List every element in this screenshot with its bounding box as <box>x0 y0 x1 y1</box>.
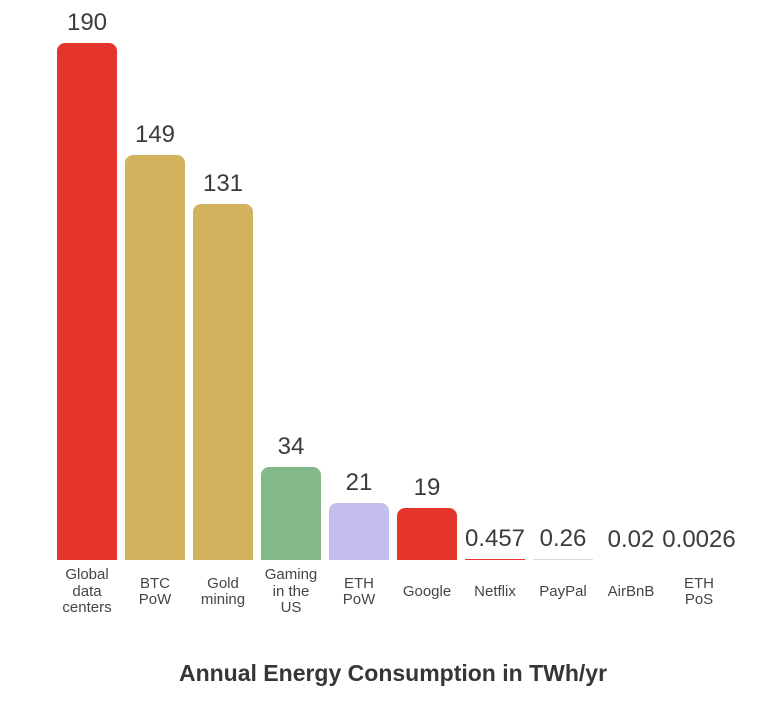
bar-google <box>397 508 457 560</box>
bar-gold-mining <box>193 203 253 560</box>
bar-value-label: 19 <box>413 474 441 502</box>
chart-title: Annual Energy Consumption in TWh/yr <box>178 660 608 686</box>
bar-category-label: BTC PoW <box>138 574 172 608</box>
bar-value-label: 0.26 <box>539 525 587 553</box>
bar-value-label: 149 <box>134 120 176 148</box>
bar-category-label: ETH PoW <box>342 574 376 608</box>
bar-value-label: 21 <box>345 468 373 496</box>
bar-value-label: 0.457 <box>464 524 526 552</box>
bar-category-label: Gaming in the US <box>264 566 318 617</box>
bar-category-label: Global data centers <box>62 566 112 617</box>
bar-netflix <box>465 558 525 560</box>
bar-category-label: AirBnB <box>607 582 655 600</box>
bar-value-label: 34 <box>277 433 305 461</box>
bar-category-label: PayPal <box>539 582 587 600</box>
bar-chart-plot-area: 190 149 131 34 21 19 0.457 0.26 0.02 0.0026 <box>57 8 736 560</box>
bar-category-label: Netflix <box>474 582 516 600</box>
bar-value-label: 131 <box>202 169 244 197</box>
bar-value-label: 190 <box>66 8 108 36</box>
bar-gaming-in-the-us <box>261 467 321 560</box>
bar-category-label: Google <box>402 582 452 600</box>
bar-btc-pow <box>125 154 185 560</box>
bar-eth-pow <box>329 502 389 560</box>
bar-global-data-centers <box>57 42 117 560</box>
bar-value-label: 0.0026 <box>662 525 736 553</box>
bar-category-label: ETH PoS <box>684 574 714 608</box>
bar-paypal <box>533 559 593 560</box>
bar-value-label: 0.02 <box>607 525 655 553</box>
bar-category-label: Gold mining <box>200 574 246 608</box>
